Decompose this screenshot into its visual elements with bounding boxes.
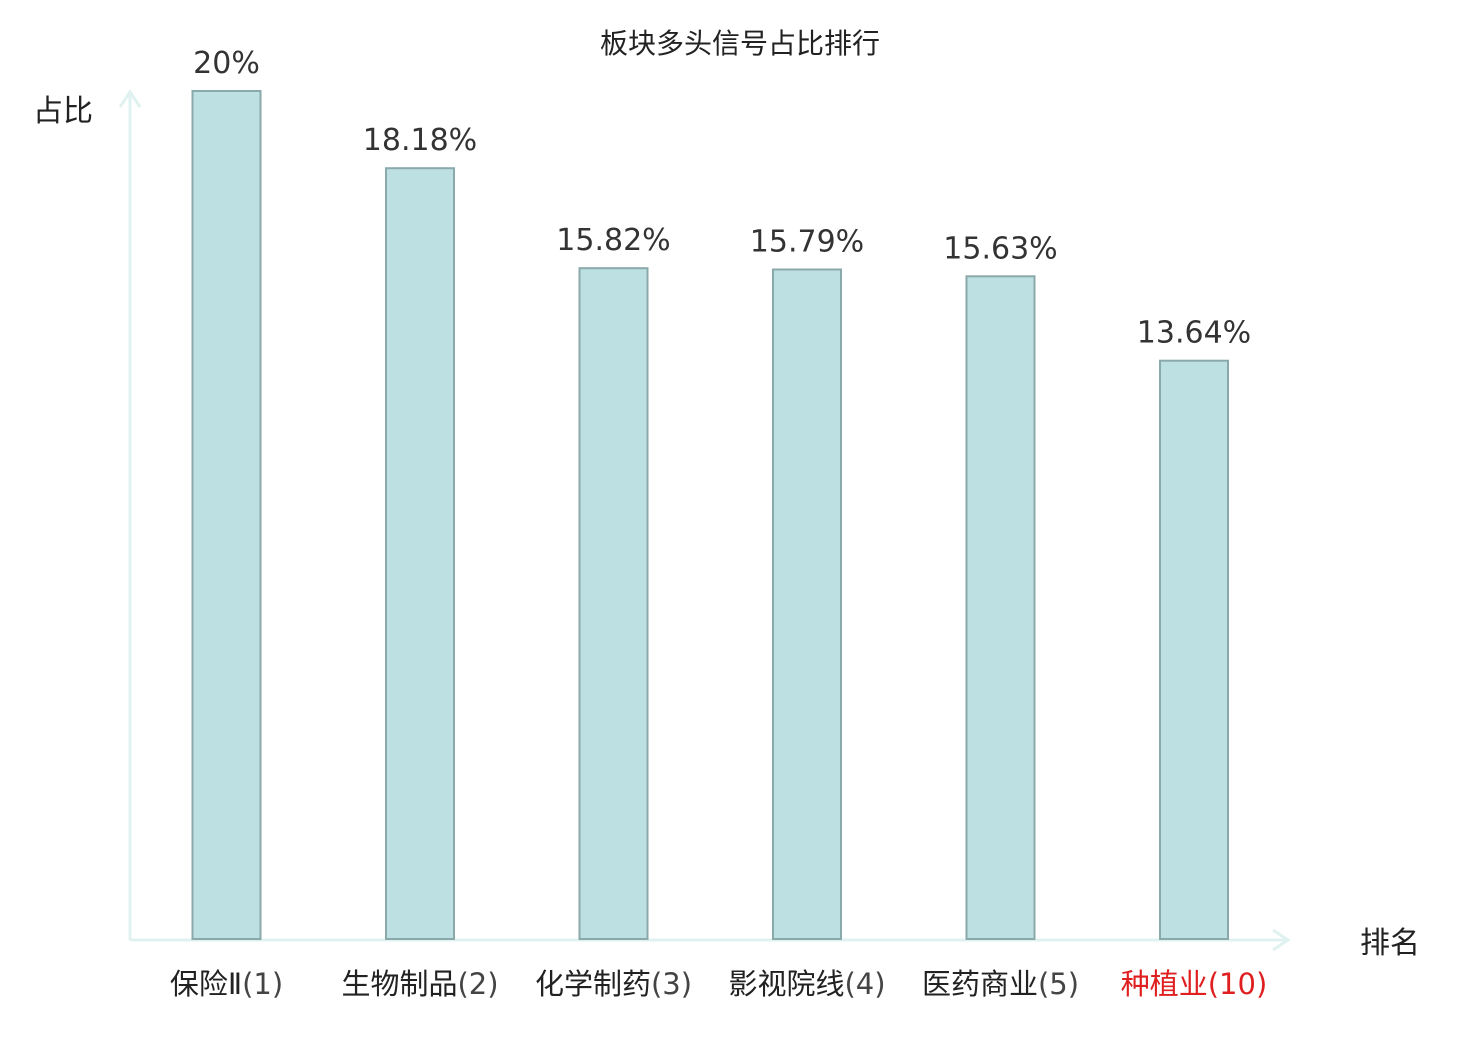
bar-value-label: 20% (193, 46, 260, 81)
y-axis-label: 占比 (33, 94, 93, 129)
category-label: 医药商业(5) (922, 967, 1079, 1001)
bar (191, 90, 262, 940)
category-label: 种植业(10) (1121, 967, 1268, 1001)
bar-value-label: 13.64% (1137, 316, 1251, 351)
category-name: 种植业 (1121, 967, 1208, 1001)
bar-value-label: 15.63% (943, 231, 1057, 266)
category-rank: (1) (242, 967, 283, 1001)
bar-value-label: 15.82% (556, 223, 670, 258)
x-axis-label: 排名 (1360, 926, 1420, 961)
category-label: 生物制品(2) (341, 967, 498, 1001)
chart-title: 板块多头信号占比排行 (600, 27, 880, 60)
bars-group (191, 90, 1229, 940)
category-rank: (2) (457, 967, 498, 1001)
category-rank: (3) (651, 967, 692, 1001)
bar (1159, 359, 1229, 940)
category-label: 影视院线(4) (728, 967, 885, 1001)
bar (578, 267, 649, 940)
category-rank: (4) (844, 967, 885, 1001)
category-labels-group: 保险Ⅱ(1) 生物制品(2) 化学制药(3) 影视院线(4) 医药商业(5) 种植业(10… (170, 967, 1267, 1001)
category-name: 生物制品 (341, 967, 457, 1001)
category-label: 化学制药(3) (535, 967, 692, 1001)
category-name: 保险Ⅱ (170, 967, 242, 1001)
bar-value-label: 15.79% (750, 225, 864, 260)
y-axis-arrow (118, 89, 142, 108)
bar (965, 275, 1036, 940)
category-name: 影视院线 (728, 967, 844, 1001)
bar (385, 167, 455, 940)
category-rank: (5) (1038, 967, 1079, 1001)
x-axis-arrow (1272, 928, 1291, 952)
bar-value-label: 18.18% (363, 123, 477, 158)
category-rank: (10) (1208, 967, 1268, 1001)
category-name: 医药商业 (922, 967, 1038, 1001)
category-name: 化学制药 (535, 967, 651, 1001)
category-label: 保险Ⅱ(1) (170, 967, 283, 1001)
value-labels-group: 20% 18.18% 15.82% 15.79% 15.63% 13.64% (193, 46, 1251, 351)
bar (772, 268, 842, 940)
